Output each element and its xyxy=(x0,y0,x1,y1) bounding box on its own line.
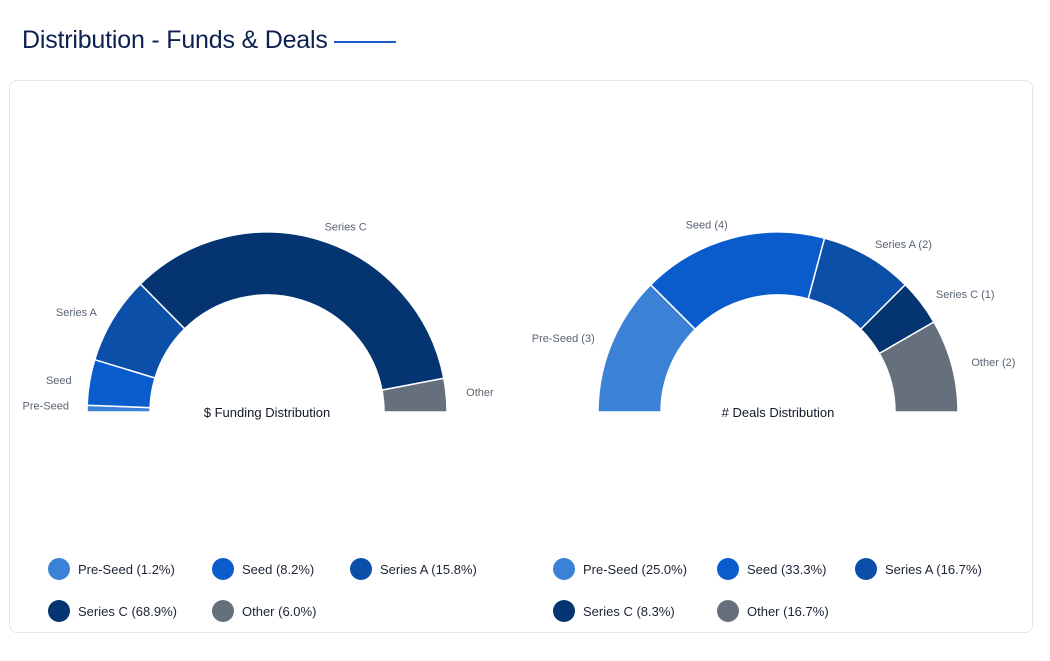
legend-label: Pre-Seed (25.0%) xyxy=(583,561,688,577)
deals-legend-item-series-a[interactable]: Series A (16.7%) xyxy=(855,558,982,580)
deals-legend-item-series-c[interactable]: Series C (8.3%) xyxy=(553,600,675,622)
title-underline xyxy=(333,41,396,43)
legend-swatch xyxy=(855,558,877,580)
legend-swatch xyxy=(212,600,234,622)
deals-slice-label-other: Other (2) xyxy=(971,357,1015,369)
deals-legend-item-other[interactable]: Other (16.7%) xyxy=(717,600,829,622)
deals-slice-label-series-c: Series C (1) xyxy=(936,289,995,301)
funding-legend-item-series-c[interactable]: Series C (68.9%) xyxy=(48,600,177,622)
legend-swatch xyxy=(350,558,372,580)
funding-legend-item-other[interactable]: Other (6.0%) xyxy=(212,600,316,622)
legend-label: Series A (16.7%) xyxy=(885,561,982,577)
legend-label: Other (6.0%) xyxy=(242,603,317,619)
funding-donut-chart: Pre-Seed Seed Series A Series C Other $ Fundi… xyxy=(23,222,494,420)
funding-slice-series-c[interactable] xyxy=(139,231,445,391)
funding-slice-other[interactable] xyxy=(381,377,448,413)
legend-swatch xyxy=(553,600,575,622)
deals-slice-label-seed: Seed (4) xyxy=(686,220,728,232)
deals-legend-item-seed[interactable]: Seed (33.3%) xyxy=(717,558,827,580)
funding-slice-label-series-c: Series C xyxy=(325,222,367,234)
section-header: Distribution - Funds & Deals xyxy=(22,26,396,55)
legend-swatch xyxy=(48,558,70,580)
legend-label: Other (16.7%) xyxy=(747,603,829,619)
funding-legend-item-pre-seed[interactable]: Pre-Seed (1.2%) xyxy=(48,558,175,580)
legend-swatch xyxy=(212,558,234,580)
legend-label: Series C (8.3%) xyxy=(583,603,675,619)
funding-legend-item-seed[interactable]: Seed (8.2%) xyxy=(212,558,314,580)
deals-legend-item-pre-seed[interactable]: Pre-Seed (25.0%) xyxy=(553,558,687,580)
legend-swatch xyxy=(717,558,739,580)
deals-slice-label-pre-seed: Pre-Seed (3) xyxy=(532,333,595,345)
funding-legend-item-series-a[interactable]: Series A (15.8%) xyxy=(350,558,477,580)
page-title: Distribution - Funds & Deals xyxy=(22,26,328,54)
legend-swatch xyxy=(48,600,70,622)
funding-center-label: $ Funding Distribution xyxy=(204,405,330,420)
legend-label: Pre-Seed (1.2%) xyxy=(78,561,175,577)
deals-center-label: # Deals Distribution xyxy=(722,405,835,420)
funding-slice-label-seed: Seed xyxy=(46,375,72,387)
legend-swatch xyxy=(717,600,739,622)
deals-donut-chart: Pre-Seed (3) Seed (4) Series A (2) Series C… xyxy=(532,220,1016,420)
funding-slice-label-series-a: Series A xyxy=(56,307,98,319)
funding-slice-label-pre-seed: Pre-Seed xyxy=(23,400,69,412)
legend-label: Seed (8.2%) xyxy=(242,561,315,577)
legend-label: Seed (33.3%) xyxy=(747,561,827,577)
funding-slice-label-other: Other xyxy=(466,387,494,399)
legend-swatch xyxy=(553,558,575,580)
legend-label: Series C (68.9%) xyxy=(78,603,177,619)
deals-slice-label-series-a: Series A (2) xyxy=(875,239,932,251)
deals-slice-other[interactable] xyxy=(878,320,959,413)
distribution-card: Pre-Seed Seed Series A Series C Other $ Fundi… xyxy=(9,80,1033,633)
legend-label: Series A (15.8%) xyxy=(380,561,477,577)
